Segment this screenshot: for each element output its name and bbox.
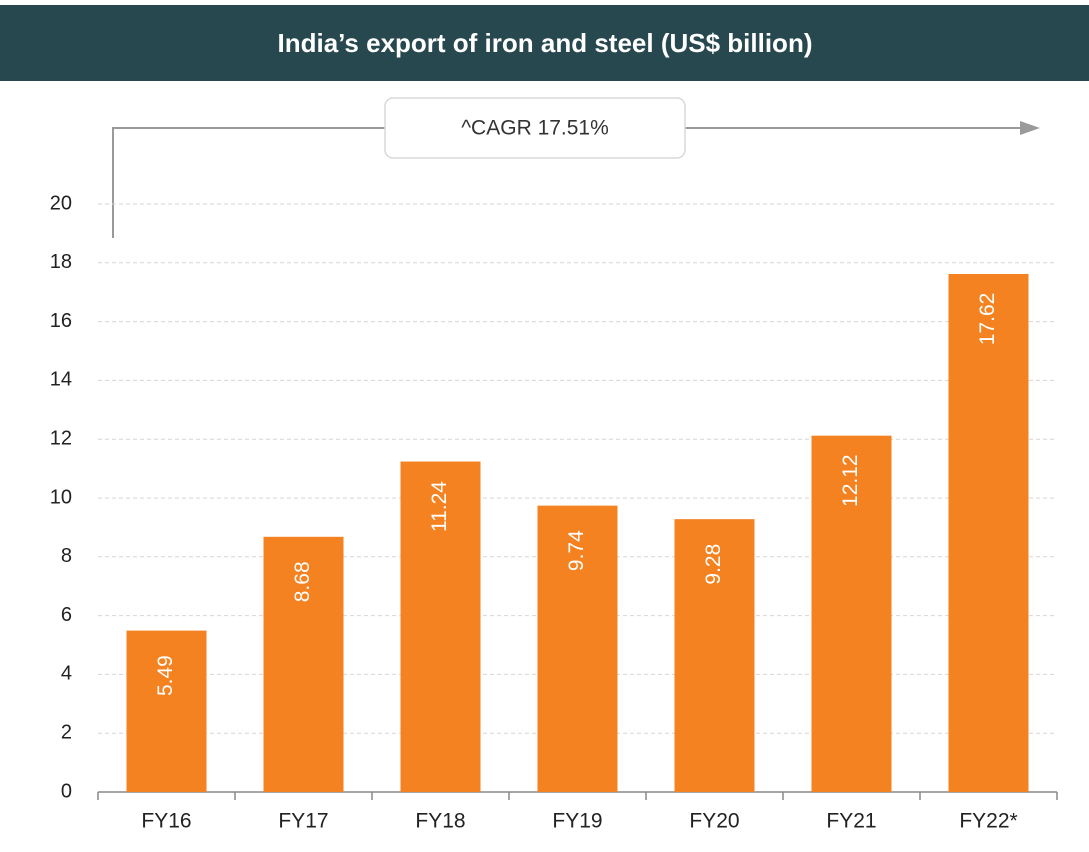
x-tick-label: FY16 <box>141 810 191 833</box>
value-label: 11.24 <box>428 481 451 532</box>
value-label: 9.74 <box>565 530 588 571</box>
cagr-arrow <box>112 127 1020 238</box>
bar <box>126 630 207 792</box>
cagr-arrowhead <box>1020 121 1040 135</box>
x-tick-label: FY22* <box>959 810 1017 833</box>
value-label: 17.62 <box>976 293 999 346</box>
y-tick-label: 0 <box>61 780 72 802</box>
chart-title: India’s export of iron and steel (US$ bi… <box>278 28 813 58</box>
x-tick-label: FY18 <box>415 810 465 833</box>
value-label: 12.12 <box>839 454 862 507</box>
bar <box>537 505 618 792</box>
value-label: 8.68 <box>291 561 314 602</box>
bar <box>674 519 755 792</box>
y-tick-label: 8 <box>61 545 72 567</box>
y-tick-label: 16 <box>50 310 72 332</box>
header-band <box>0 5 1089 81</box>
cagr-label: ^CAGR 17.51% <box>461 117 609 140</box>
value-label: 5.49 <box>154 655 177 696</box>
y-tick-label: 6 <box>61 604 72 626</box>
bar <box>263 536 344 792</box>
bar <box>948 273 1029 792</box>
x-tick-label: FY20 <box>689 810 739 833</box>
y-tick-label: 2 <box>61 721 72 743</box>
bar <box>400 461 481 792</box>
y-tick-label: 20 <box>50 192 72 214</box>
x-tick-label: FY21 <box>826 810 876 833</box>
y-tick-label: 12 <box>50 427 72 449</box>
y-tick-label: 4 <box>61 663 72 685</box>
y-tick-label: 14 <box>50 369 72 391</box>
bar <box>811 435 892 792</box>
cagr-box <box>384 97 686 159</box>
x-tick-label: FY19 <box>552 810 602 833</box>
x-tick-label: FY17 <box>278 810 328 833</box>
y-tick-label: 18 <box>50 251 72 273</box>
y-tick-label: 10 <box>50 486 72 508</box>
value-label: 9.28 <box>702 544 725 585</box>
